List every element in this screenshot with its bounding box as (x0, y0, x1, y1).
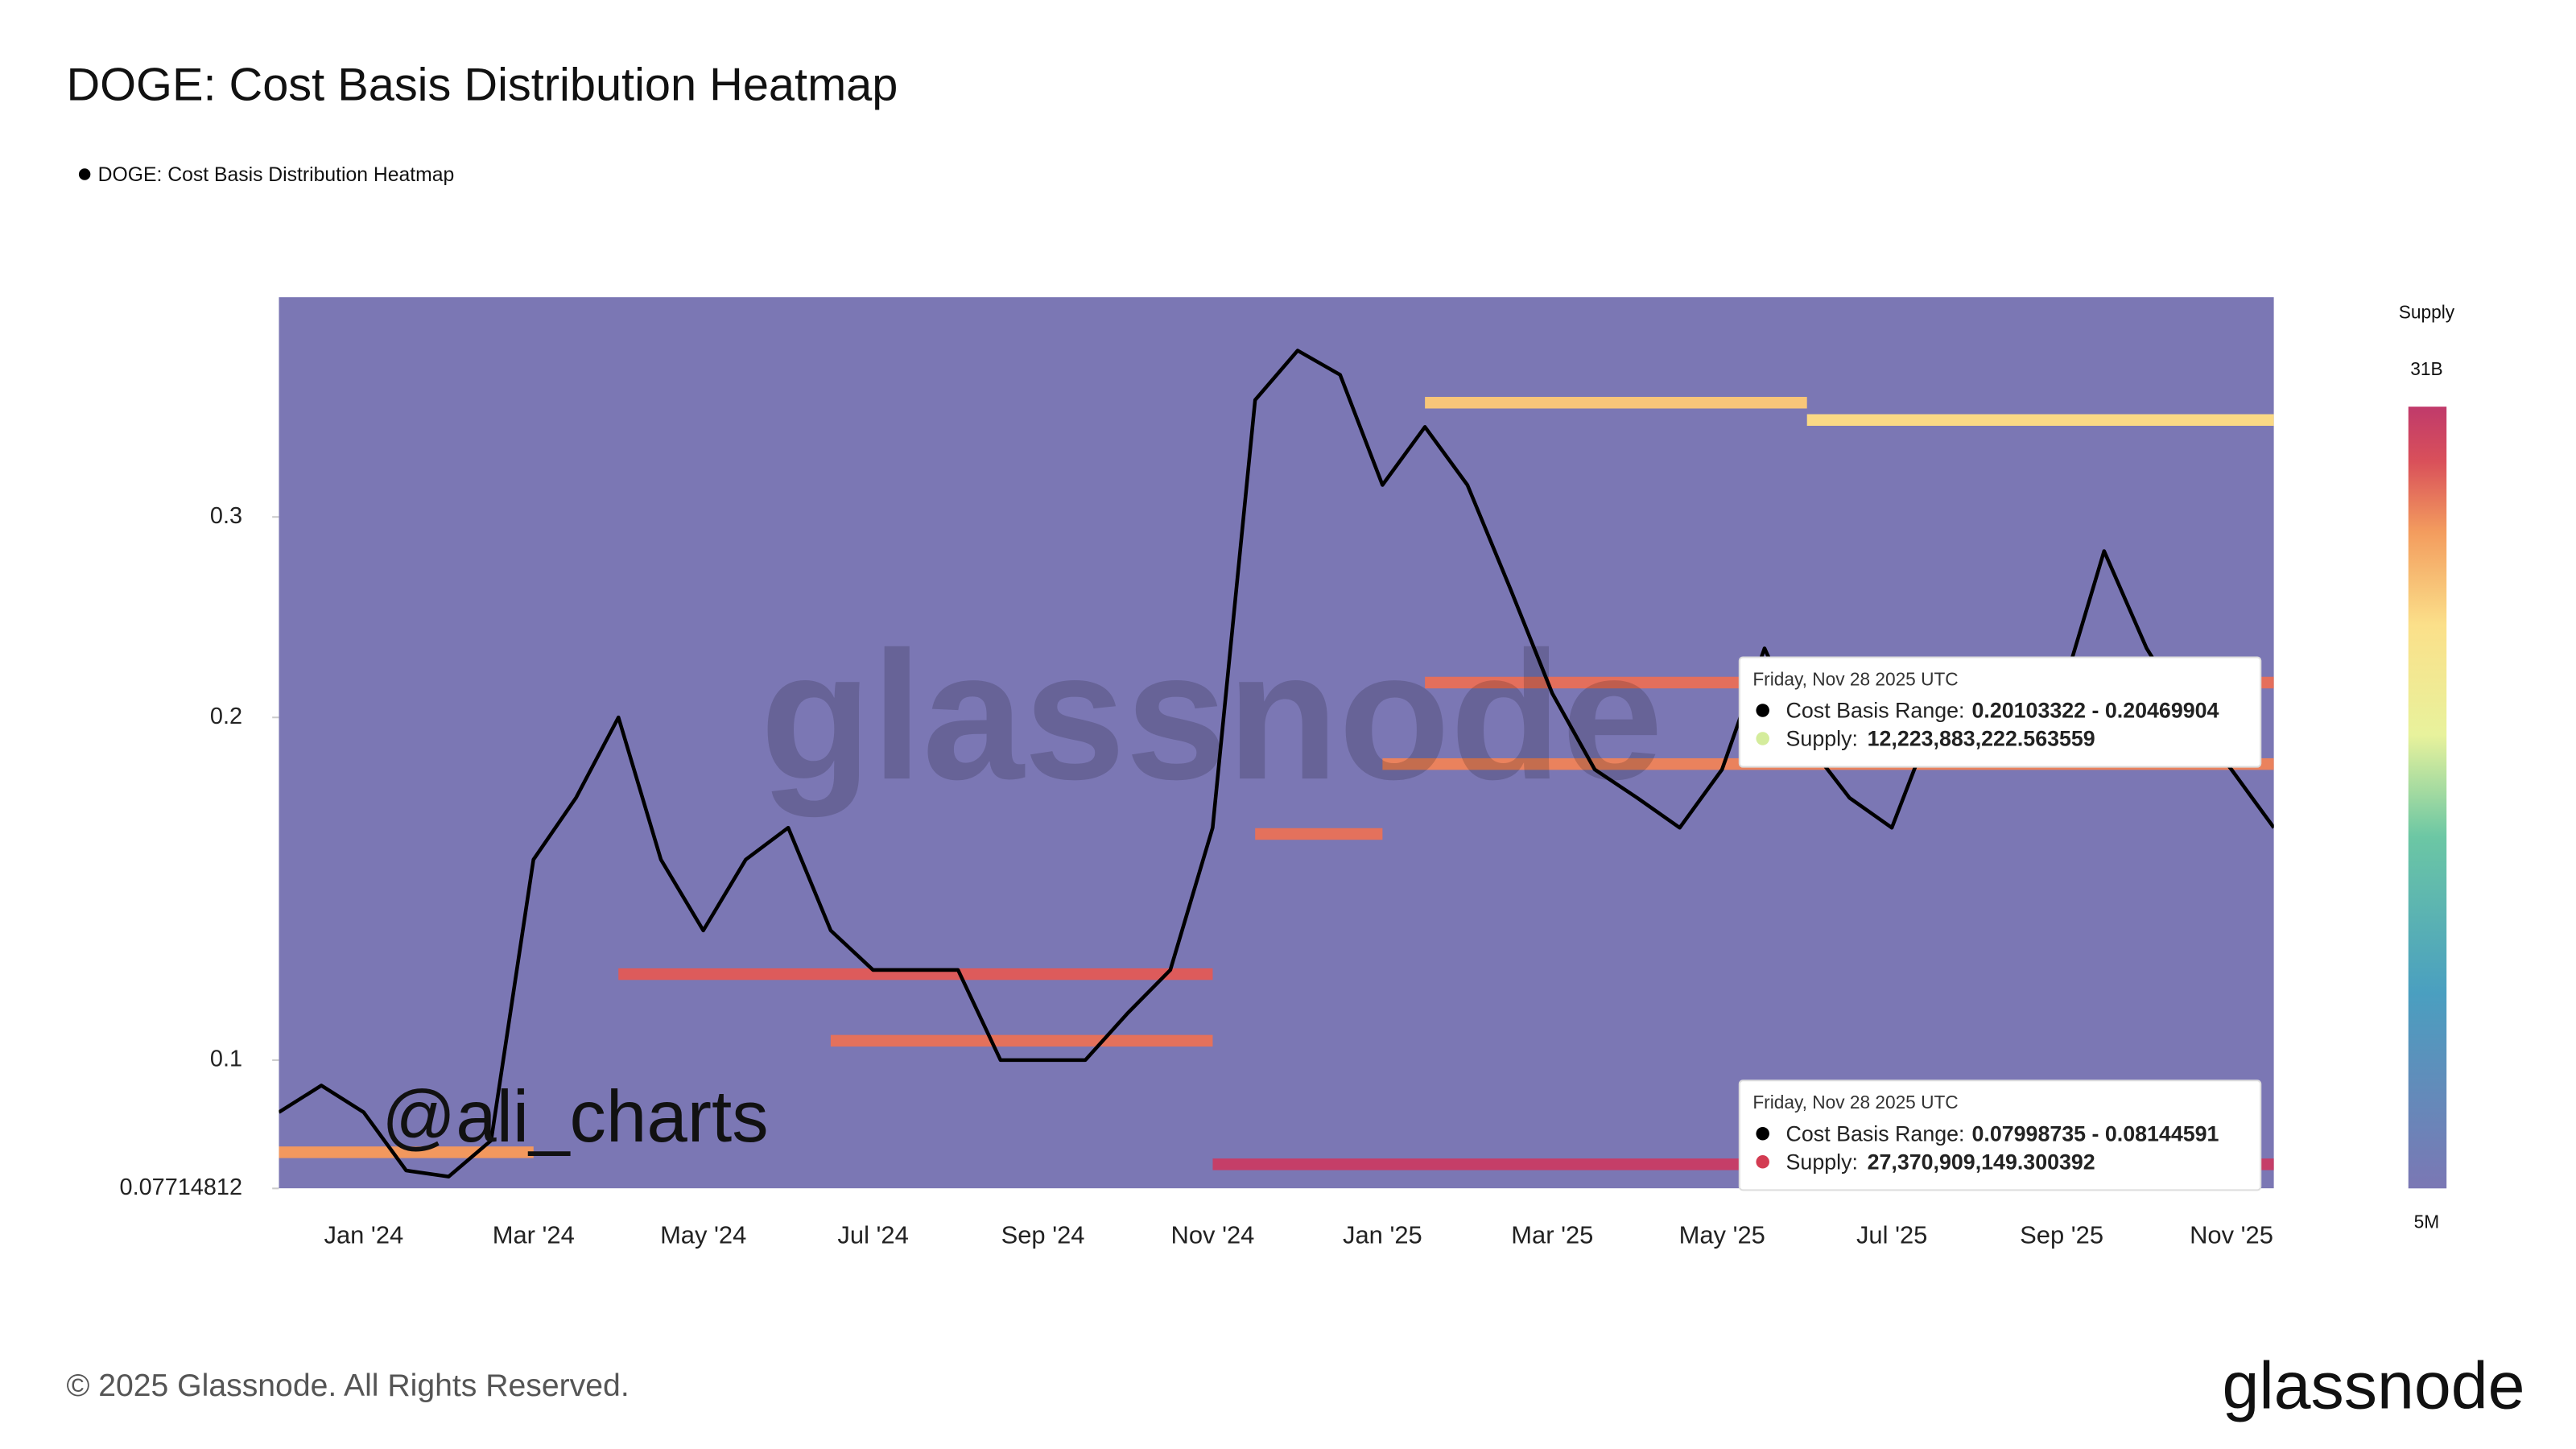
heatmap-band (830, 1034, 1213, 1047)
x-tick-label: Jan '24 (324, 1220, 404, 1249)
tooltip-dot (1756, 1155, 1769, 1169)
x-tick-label: Jan '25 (1343, 1220, 1422, 1249)
logo: glassnode (2222, 1349, 2524, 1423)
y-tick-label: 0.1 (210, 1046, 242, 1072)
x-tick-label: Jul '24 (837, 1220, 908, 1249)
tooltip-date: Friday, Nov 28 2025 UTC (1752, 668, 1958, 689)
copyright: © 2025 Glassnode. All Rights Reserved. (66, 1368, 629, 1403)
x-tick-label: Nov '24 (1171, 1220, 1255, 1249)
tooltip-date: Friday, Nov 28 2025 UTC (1752, 1092, 1958, 1113)
x-tick-label: Mar '24 (493, 1220, 575, 1249)
tooltip-supply-label: Supply: (1786, 727, 1858, 751)
colorbar (2408, 407, 2447, 1189)
tooltip-dot (1756, 704, 1769, 717)
x-tick-label: Jul '25 (1856, 1220, 1927, 1249)
tooltip (1738, 1080, 2262, 1191)
x-tick-label: May '24 (660, 1220, 746, 1249)
tooltip-supply: 12,223,883,222.563559 (1868, 727, 2095, 751)
x-tick-label: Sep '24 (1001, 1220, 1085, 1249)
tooltip-range: 0.07998735 - 0.08144591 (1971, 1121, 2219, 1146)
watermark: glassnode (760, 614, 1663, 818)
legend-label[interactable]: DOGE: Cost Basis Distribution Heatmap (98, 164, 455, 186)
chart-title: DOGE: Cost Basis Distribution Heatmap (66, 60, 898, 111)
x-tick-label: Nov '25 (2190, 1220, 2273, 1249)
colorbar-title: Supply (2399, 302, 2455, 323)
heatmap-band (1806, 414, 2274, 426)
y-tick-label: 0.07714812 (120, 1174, 242, 1200)
colorbar-max: 31B (2410, 358, 2442, 379)
heatmap-band (279, 1146, 534, 1158)
y-tick-label: 0.3 (210, 503, 242, 529)
legend-dot (78, 168, 91, 180)
author-watermark: @ali_charts (382, 1076, 768, 1158)
heatmap-band (1255, 828, 1383, 840)
tooltip-supply-label: Supply: (1786, 1150, 1858, 1174)
tooltip (1738, 656, 2262, 768)
tooltip-dot (1756, 732, 1769, 745)
tooltip-supply: 27,370,909,149.300392 (1868, 1150, 2095, 1174)
x-tick-label: Sep '25 (2020, 1220, 2103, 1249)
x-tick-label: May '25 (1679, 1220, 1765, 1249)
x-tick-label: Mar '25 (1511, 1220, 1593, 1249)
heatmap-band (618, 968, 1213, 980)
tooltip-range-label: Cost Basis Range: (1786, 699, 1965, 723)
tooltip-range-label: Cost Basis Range: (1786, 1121, 1965, 1146)
tooltip-range: 0.20103322 - 0.20469904 (1971, 699, 2219, 723)
heatmap-band (1425, 397, 1807, 409)
colorbar-min: 5M (2414, 1212, 2440, 1232)
y-tick-label: 0.2 (210, 704, 242, 729)
tooltip-dot (1756, 1127, 1769, 1141)
